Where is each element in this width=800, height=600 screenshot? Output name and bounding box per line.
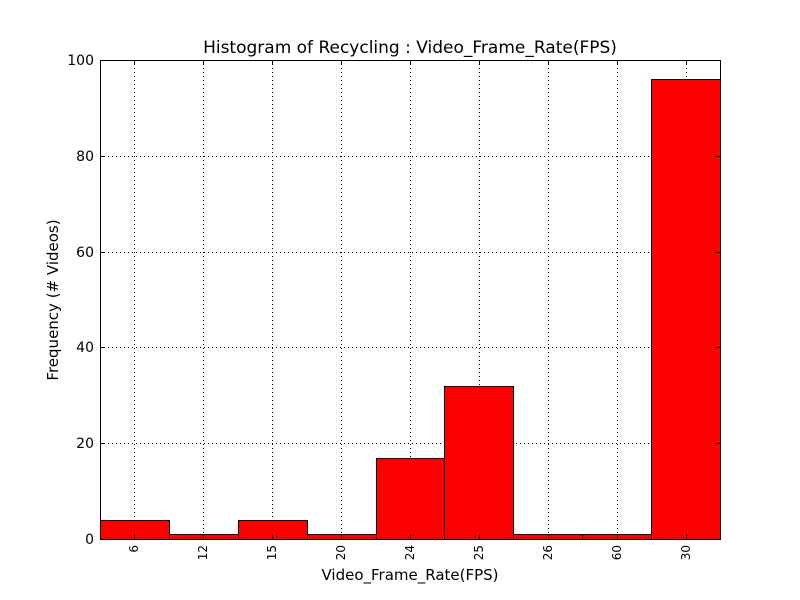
y-tick-label: 0: [85, 532, 94, 548]
x-tick-label: 60: [610, 545, 624, 560]
chart-title: Histogram of Recycling : Video_Frame_Rat…: [203, 38, 617, 58]
x-tick-label: 12: [196, 545, 210, 560]
histogram-bar-24: [376, 458, 445, 540]
y-axis-label: Frequency (# Videos): [44, 219, 62, 380]
x-axis-label: Video_Frame_Rate(FPS): [321, 566, 498, 585]
histogram-bar-30: [651, 79, 721, 540]
x-tick-label: 30: [679, 545, 693, 560]
histogram-bar-25: [444, 386, 514, 540]
x-tick-label: 26: [541, 545, 555, 560]
y-tick-label: 100: [67, 53, 94, 69]
grid-layer: [100, 60, 720, 539]
y-tick-label: 80: [76, 149, 94, 165]
y-tick-label: 40: [76, 340, 94, 356]
bars-layer: [100, 79, 721, 540]
x-tick-label: 24: [403, 545, 417, 560]
x-tick-label: 20: [334, 545, 348, 560]
ticks-layer: 0 20 40 60 80 100 6 12 15 20 24 25 26 60 30: [67, 53, 720, 560]
x-tick-label: 15: [265, 545, 279, 560]
x-tick-label: 6: [127, 545, 141, 553]
y-tick-label: 20: [76, 436, 94, 452]
x-tick-label: 25: [472, 545, 486, 560]
y-tick-label: 60: [76, 245, 94, 261]
